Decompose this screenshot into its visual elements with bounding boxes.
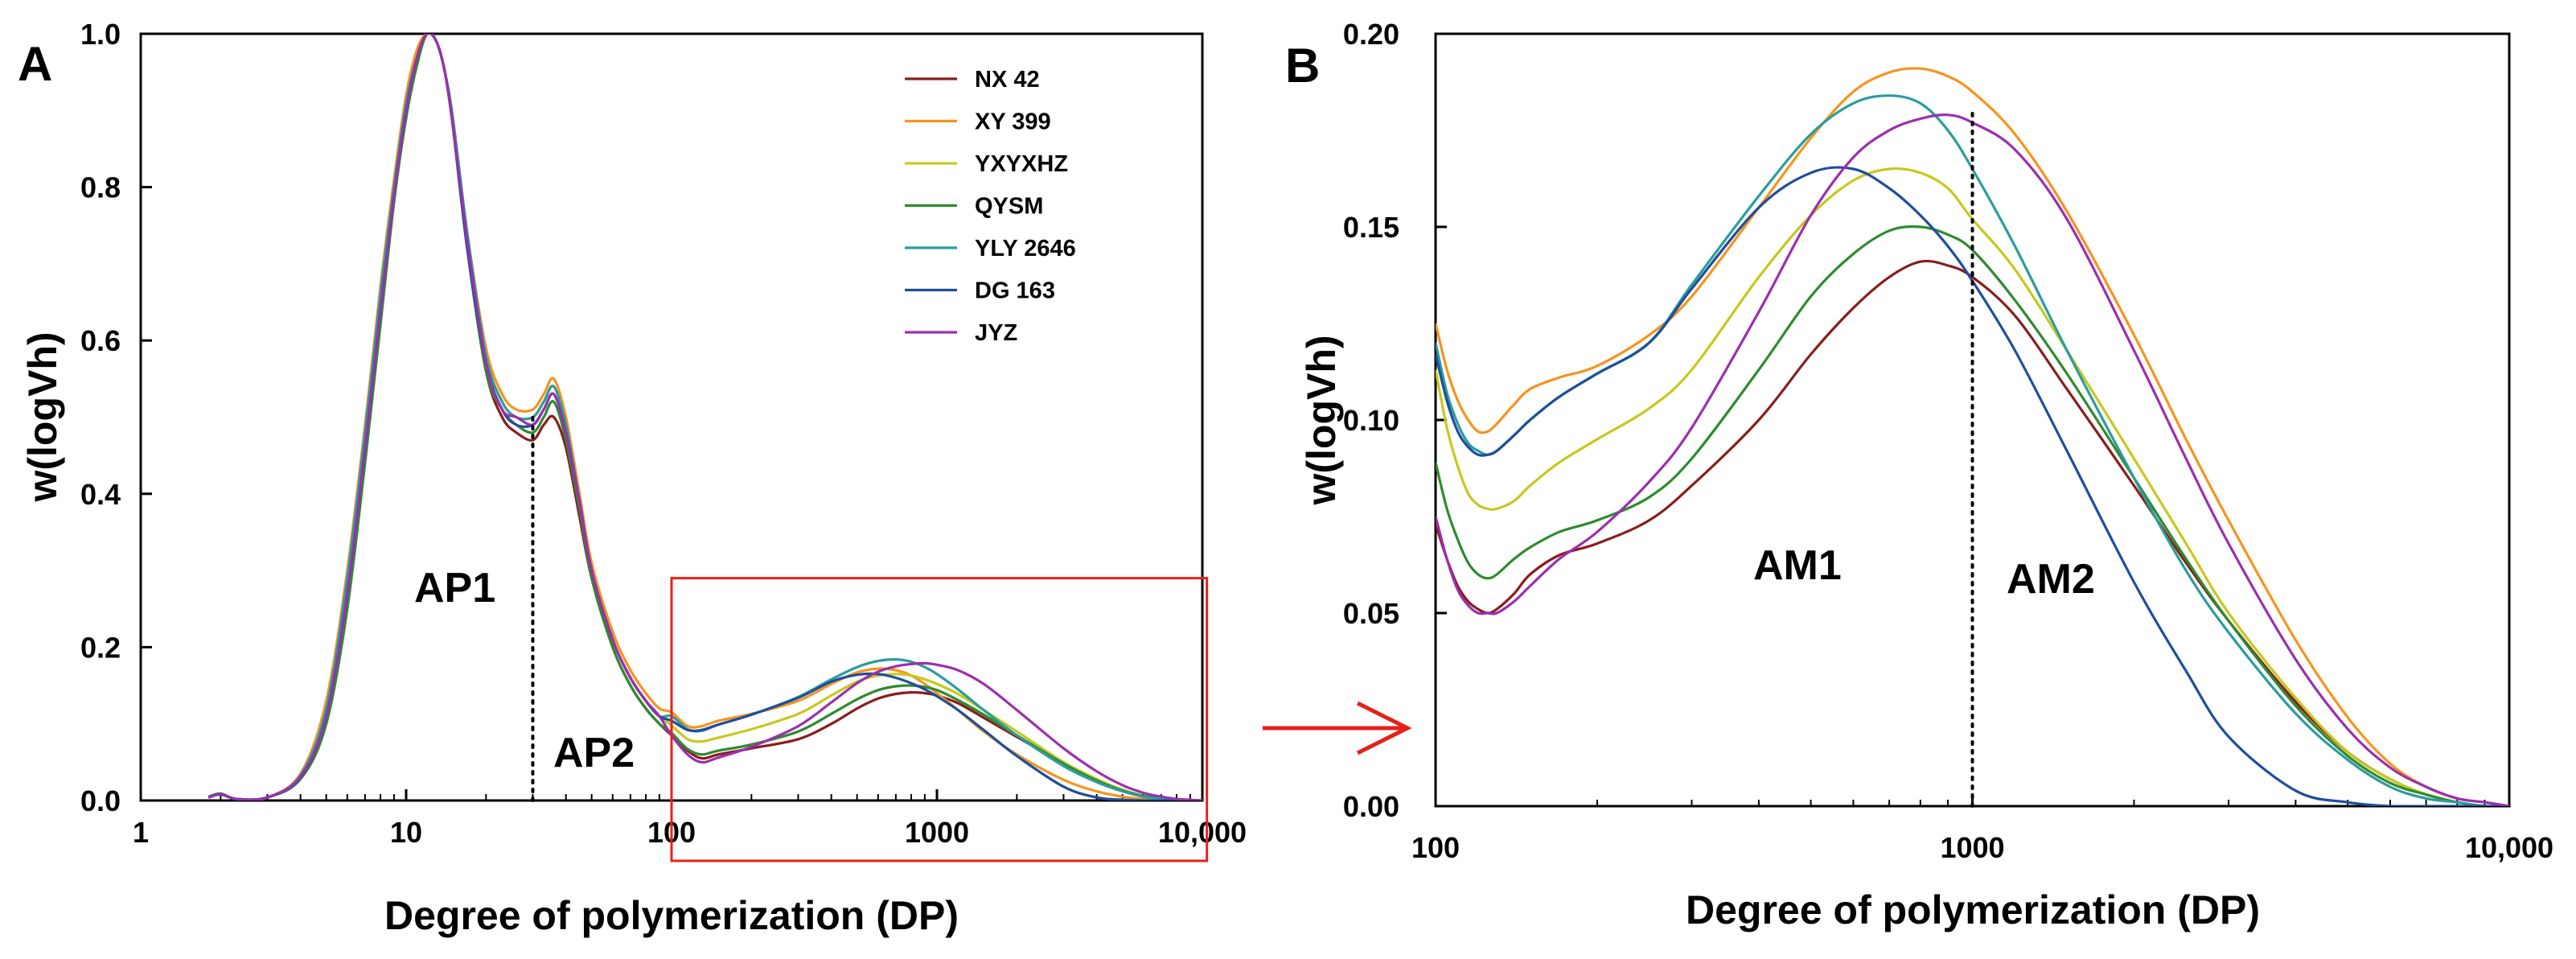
series-line-dg-163: [207, 34, 1202, 801]
series-line-dg-163: [1436, 166, 2509, 806]
legend-item: NX 42: [905, 67, 1040, 93]
panel-a-y-axis-title: w(logVh): [20, 331, 65, 502]
panel-b-label: B: [1285, 39, 1320, 93]
legend-label: XY 399: [975, 109, 1051, 135]
y-tick-label: 0.4: [80, 478, 121, 511]
series-line-yly-2646: [207, 34, 1202, 801]
x-tick-label: 1000: [1940, 831, 2004, 864]
legend-label: JYZ: [975, 320, 1017, 346]
y-tick-label: 0.05: [1343, 597, 1399, 630]
annotation-am1: AM1: [1753, 542, 1842, 589]
y-tick-label: 0.0: [80, 784, 121, 817]
series-line-xy-399: [1436, 67, 2509, 806]
y-tick-label: 0.15: [1343, 211, 1399, 244]
legend-item: YLY 2646: [905, 236, 1076, 261]
panel-a-label: A: [18, 37, 52, 91]
legend-item: XY 399: [905, 109, 1051, 135]
annotation-am2: AM2: [2007, 556, 2095, 603]
y-tick-label: 0.6: [80, 324, 121, 357]
annotation-ap1: AP1: [414, 565, 495, 611]
panel-b-x-axis-title: Degree of polymerization (DP): [1686, 887, 2260, 932]
panel-b-y-axis: 0.00 0.05 0.10 0.15 0.20: [1343, 18, 1447, 823]
zoom-highlight-box: [670, 577, 1209, 862]
y-tick-label: 0.8: [80, 171, 121, 204]
panel-a-x-axis: 1 10 100 1000 10,000: [133, 789, 1247, 849]
legend-item: YXYXHZ: [905, 151, 1068, 177]
x-tick-label: 10: [390, 816, 422, 849]
legend-label: YXYXHZ: [975, 151, 1068, 177]
series-line-jyz: [1436, 113, 2509, 806]
legend-item: JYZ: [905, 320, 1017, 346]
legend-item: QYSM: [905, 194, 1043, 220]
y-tick-label: 0.2: [80, 631, 121, 664]
y-tick-label: 1.0: [80, 18, 121, 51]
panel-a-y-axis: 0.0 0.2 0.4 0.6 0.8 1.0: [80, 18, 152, 817]
panel-a-x-axis-title: Degree of polymerization (DP): [384, 893, 959, 938]
x-tick-label: 10,000: [2465, 831, 2553, 864]
zoom-arrow: [1263, 701, 1412, 755]
legend-label: NX 42: [975, 67, 1040, 93]
legend-item: DG 163: [905, 278, 1055, 304]
y-tick-label: 0.00: [1343, 790, 1399, 823]
panel-b-annotations: AM1 AM2: [1753, 109, 2095, 808]
y-tick-label: 0.20: [1343, 18, 1399, 51]
series-line-yxyxhz: [207, 34, 1202, 801]
panel-a-annotations: AP1 AP2: [414, 415, 1209, 862]
x-tick-label: 1: [133, 816, 149, 849]
legend-label: YLY 2646: [975, 236, 1076, 261]
y-tick-label: 0.10: [1343, 404, 1399, 437]
panel-b-y-axis-title: w(logVh): [1299, 335, 1344, 505]
panel-b-series: [1436, 67, 2509, 806]
panel-a: A 0.00.20.40.60.81.0 1 10 100 1000 10,000 AP…: [18, 18, 1247, 938]
x-tick-label: 1000: [905, 816, 969, 849]
legend-label: DG 163: [975, 278, 1055, 304]
series-line-xy-399: [207, 34, 1202, 801]
series-line-nx-42: [207, 34, 1202, 801]
series-line-qysm: [207, 34, 1202, 801]
series-line-jyz: [207, 34, 1202, 801]
annotation-ap2: AP2: [553, 730, 635, 776]
series-line-nx-42: [1436, 259, 2509, 806]
series-line-qysm: [1436, 225, 2509, 806]
series-line-yxyxhz: [1436, 167, 2509, 806]
x-tick-label: 10,000: [1158, 816, 1247, 849]
legend-label: QYSM: [975, 194, 1043, 220]
zoom-arrow-head: [1356, 701, 1412, 755]
panel-b: B 0.00 0.05 0.10 0.15 0.20 100 1000 10,000 AM1…: [1285, 18, 2553, 932]
x-tick-label: 100: [1411, 831, 1460, 864]
legend: NX 42 XY 399 YXYXHZ QYSM YLY 2646 DG 163 JYZ: [905, 67, 1076, 346]
panel-a-series: [207, 34, 1202, 801]
